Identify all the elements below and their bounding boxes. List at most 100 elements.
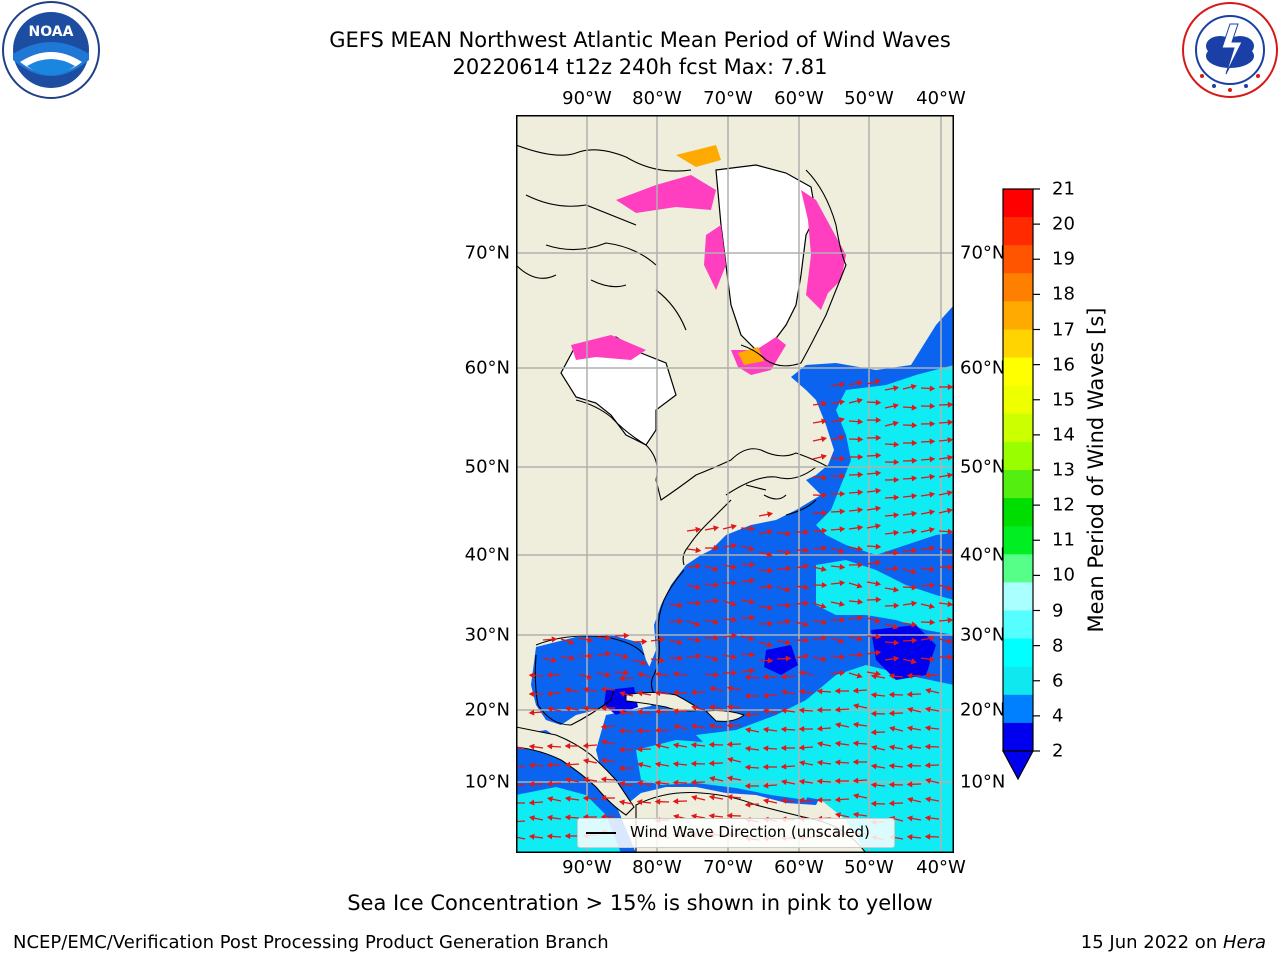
colorbar-band bbox=[1003, 554, 1033, 583]
wind-arrow-head bbox=[838, 434, 845, 441]
wind-arrow-head bbox=[839, 508, 846, 515]
wind-arrow-head bbox=[875, 452, 882, 459]
wind-arrow-head bbox=[906, 672, 913, 679]
wind-arrow-head bbox=[839, 616, 846, 624]
wind-arrow-head bbox=[906, 762, 913, 769]
wind-arrow-head bbox=[677, 602, 684, 609]
wind-arrow-head bbox=[780, 673, 787, 680]
wind-arrow-head bbox=[528, 762, 535, 769]
arctic-islands-ice bbox=[616, 175, 716, 213]
wind-arrow-head bbox=[929, 438, 936, 445]
wind-arrow-head bbox=[893, 529, 900, 536]
lon-label-bottom: 80°W bbox=[632, 857, 682, 878]
colorbar-tick-label: 4 bbox=[1052, 705, 1064, 727]
lat-label-left: 60°N bbox=[464, 357, 510, 379]
wind-arrow-head bbox=[569, 655, 576, 662]
wind-arrow-head bbox=[820, 603, 827, 609]
wind-arrow-head bbox=[748, 635, 755, 642]
wind-arrow-head bbox=[546, 743, 553, 750]
wind-arrow-head bbox=[694, 584, 701, 590]
wind-arrow-head bbox=[856, 397, 863, 404]
colorbar-band bbox=[1003, 638, 1033, 668]
wind-arrow-head bbox=[907, 796, 914, 803]
wind-arrow-head bbox=[528, 799, 535, 806]
wind-arrow-head bbox=[911, 637, 918, 644]
wind-arrow-head bbox=[709, 775, 716, 782]
wind-arrow-head bbox=[605, 634, 612, 641]
wind-arrow-head bbox=[582, 686, 589, 693]
wind-arrow-head bbox=[623, 669, 630, 676]
wind-arrow-head bbox=[546, 761, 553, 769]
wind-arrow-head bbox=[785, 549, 792, 556]
wind-arrow-head bbox=[857, 561, 864, 568]
wind-arrow bbox=[516, 746, 526, 750]
wind-arrow-head bbox=[659, 657, 666, 664]
wind-arrow-head bbox=[888, 800, 895, 807]
colorbar-tick-label: 17 bbox=[1052, 319, 1075, 340]
wind-arrow-head bbox=[780, 689, 787, 696]
wind-arrow-head bbox=[619, 780, 626, 787]
wind-arrow-head bbox=[654, 761, 661, 768]
wind-arrow-head bbox=[857, 507, 864, 514]
wind-arrow-head bbox=[839, 473, 846, 480]
coastline-greenland bbox=[740, 169, 847, 367]
wind-arrow-head bbox=[690, 742, 697, 749]
wind-arrow-head bbox=[893, 639, 900, 646]
wind-arrow-head bbox=[929, 566, 936, 573]
wind-arrow-head bbox=[947, 454, 954, 461]
colorbar-band bbox=[1003, 666, 1033, 696]
wind-arrow-head bbox=[834, 796, 841, 803]
wind-arrow-head bbox=[744, 745, 751, 752]
wind-arrow-head bbox=[875, 633, 882, 640]
colorbar-tick-label: 20 bbox=[1052, 213, 1075, 235]
wind-arrow-head bbox=[762, 726, 769, 733]
wind-arrow-head bbox=[857, 598, 864, 605]
wind-arrow-head bbox=[749, 598, 756, 605]
wind-arrow-head bbox=[816, 706, 823, 714]
wind-arrow-head bbox=[713, 618, 720, 625]
wind-arrow-head bbox=[839, 455, 846, 462]
wind-arrow-head bbox=[749, 525, 756, 532]
wind-arrow-head bbox=[857, 453, 864, 461]
wind-arrow-head bbox=[636, 799, 643, 806]
wind-arrow-head bbox=[762, 782, 769, 789]
wind-arrow-head bbox=[929, 582, 936, 589]
wind-arrow-head bbox=[564, 777, 571, 784]
wind-arrow-head bbox=[564, 832, 571, 840]
wind-arrow-head bbox=[821, 474, 828, 481]
wind-arrow-head bbox=[690, 813, 697, 820]
wind-arrow-head bbox=[893, 549, 900, 556]
wind-arrow-head bbox=[839, 670, 846, 677]
wind-arrow-head bbox=[906, 691, 913, 698]
lat-label-right: 30°N bbox=[960, 624, 1006, 646]
wind-arrow-head bbox=[906, 834, 913, 841]
wind-arrow-head bbox=[654, 671, 661, 678]
wind-arrow-head bbox=[708, 813, 715, 820]
baffin-ice bbox=[704, 225, 726, 290]
wind-arrow-head bbox=[911, 528, 918, 535]
wind-arrow-head bbox=[928, 527, 935, 533]
wind-arrow-head bbox=[924, 796, 931, 803]
wind-arrow-head bbox=[929, 635, 936, 642]
wind-arrow-head bbox=[888, 673, 895, 680]
wind-arrow-head bbox=[659, 636, 666, 643]
wind-arrow-head bbox=[767, 604, 774, 611]
wind-arrow-head bbox=[929, 473, 936, 480]
wind-arrow-head bbox=[798, 688, 805, 695]
wind-arrow-head bbox=[888, 763, 895, 770]
wind-arrow-head bbox=[744, 692, 751, 700]
wave-period-cyan-mid bbox=[816, 560, 954, 635]
colorbar-band bbox=[1003, 526, 1033, 555]
wind-arrow-head bbox=[785, 602, 792, 609]
wind-arrow-head bbox=[839, 381, 846, 388]
wind-arrow-head bbox=[803, 653, 810, 660]
wind-arrow-head bbox=[893, 602, 900, 609]
wind-arrow-head bbox=[910, 568, 917, 575]
colorbar-band bbox=[1003, 245, 1033, 274]
wind-arrow-head bbox=[816, 741, 823, 748]
wind-arrow-head bbox=[528, 709, 535, 716]
footer-host: Hera bbox=[1222, 932, 1266, 953]
wind-arrow-head bbox=[911, 475, 918, 482]
wind-arrow-head bbox=[816, 778, 823, 785]
wind-arrow-head bbox=[780, 797, 787, 804]
